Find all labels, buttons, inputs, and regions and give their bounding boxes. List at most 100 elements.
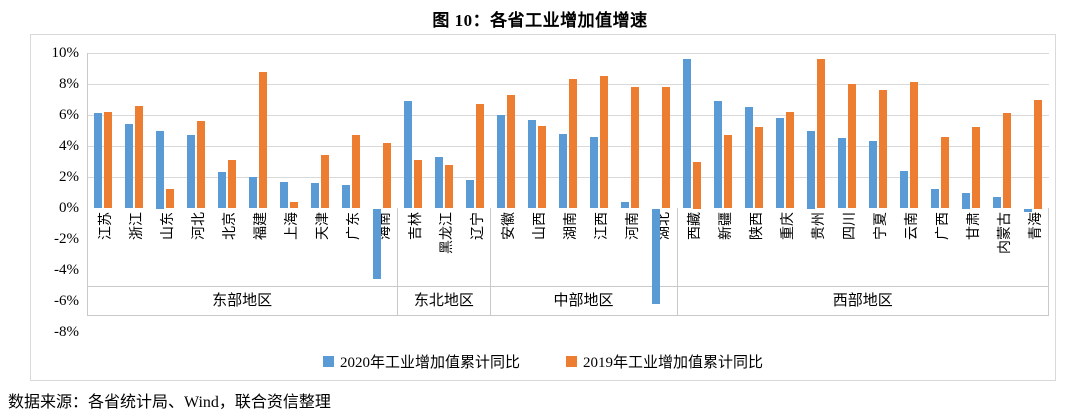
- bar-2019年-广西: [941, 136, 949, 208]
- x-label-新疆: 新疆: [708, 208, 739, 286]
- x-label-text-青海: 青海: [1029, 212, 1045, 240]
- bar-2020年-新疆: [714, 101, 722, 209]
- bar-2020年-四川: [838, 138, 846, 209]
- x-label-text-广西: 广西: [936, 212, 952, 240]
- bar-2019年-山东: [166, 189, 174, 209]
- y-tick-0%: 0%: [59, 200, 79, 216]
- bar-2019年-福建: [259, 71, 267, 208]
- x-label-text-江苏: 江苏: [98, 212, 114, 240]
- chart-title: 图 10：各省工业增加值增速: [432, 11, 648, 30]
- data-source-note: 数据来源：各省统计局、Wind，联合资信整理: [8, 394, 331, 411]
- x-label-海南: 海南: [366, 208, 397, 286]
- bar-2020年-辽宁: [466, 180, 474, 209]
- x-label-山东: 山东: [149, 208, 180, 286]
- x-label-江苏: 江苏: [87, 208, 118, 286]
- bar-2019年-北京: [228, 159, 236, 208]
- x-label-text-山东: 山东: [160, 212, 176, 240]
- x-label-广西: 广西: [925, 208, 956, 286]
- x-label-天津: 天津: [304, 208, 335, 286]
- x-label-text-安徽: 安徽: [501, 212, 517, 240]
- x-label-青海: 青海: [1018, 208, 1049, 286]
- x-label-陕西: 陕西: [739, 208, 770, 286]
- region-label-西部地区: 西部地区: [832, 293, 893, 309]
- x-label-河南: 河南: [615, 208, 646, 286]
- bar-2020年-福建: [249, 177, 257, 208]
- bar-2019年-辽宁: [476, 104, 484, 209]
- x-label-text-上海: 上海: [284, 212, 300, 240]
- bar-2019年-新疆: [724, 135, 732, 209]
- bar-2020年-吉林: [404, 101, 412, 209]
- bar-2019年-陕西: [755, 127, 763, 209]
- gridline-6%: [87, 115, 1049, 116]
- bar-2019年-西藏: [693, 161, 701, 209]
- bar-2020年-黑龙江: [435, 156, 443, 208]
- gridline-10%: [87, 53, 1049, 54]
- x-label-安徽: 安徽: [490, 208, 521, 286]
- chart-legend: 2020年工业增加值累计同比 2019年工业增加值累计同比: [31, 351, 1055, 372]
- x-label-text-浙江: 浙江: [129, 212, 145, 240]
- bar-2019年-天津: [321, 155, 329, 209]
- bar-2020年-甘肃: [962, 192, 970, 209]
- gridline-8%: [87, 84, 1049, 85]
- y-tick--2%: -2%: [54, 231, 79, 247]
- bar-2020年-江苏: [94, 113, 102, 209]
- bar-2019年-宁夏: [879, 90, 887, 209]
- x-label-黑龙江: 黑龙江: [428, 208, 459, 286]
- bar-2020年-天津: [311, 183, 319, 209]
- x-label-广东: 广东: [335, 208, 366, 286]
- x-label-text-广东: 广东: [346, 212, 362, 240]
- bar-2019年-贵州: [817, 59, 825, 209]
- bar-2020年-湖南: [559, 133, 567, 208]
- x-label-text-黑龙江: 黑龙江: [439, 212, 455, 254]
- y-tick-2%: 2%: [59, 169, 79, 185]
- bar-2019年-黑龙江: [445, 164, 453, 208]
- x-label-text-北京: 北京: [222, 212, 238, 240]
- x-label-湖北: 湖北: [646, 208, 677, 286]
- bar-2019年-青海: [1034, 99, 1042, 209]
- bar-2020年-西藏: [683, 59, 691, 209]
- bar-2020年-山西: [528, 119, 536, 208]
- bar-2020年-北京: [218, 172, 226, 209]
- bar-2019年-广东: [352, 135, 360, 209]
- region-separator: [490, 208, 491, 316]
- bar-2019年-四川: [848, 84, 856, 208]
- bar-2020年-陕西: [745, 107, 753, 209]
- x-label-text-辽宁: 辽宁: [470, 212, 486, 240]
- bar-2019年-河南: [631, 87, 639, 209]
- bar-2020年-河北: [187, 135, 195, 209]
- bar-2020年-重庆: [776, 118, 784, 209]
- x-axis-band: 江苏 浙江 山东 河北 北京 福建 上海 天津 广东 海南 吉林 黑龙江 辽宁 安徽 山西 湖南 江西 河南 湖北西…: [87, 208, 1049, 316]
- y-tick--8%: -8%: [54, 324, 79, 340]
- region-separator: [87, 208, 88, 316]
- region-label-东部地区: 东部地区: [212, 293, 273, 309]
- region-separator: [397, 208, 398, 316]
- bar-2020年-山东: [156, 130, 164, 209]
- gridline-4%: [87, 146, 1049, 147]
- bar-2020年-浙江: [125, 124, 133, 209]
- x-label-上海: 上海: [273, 208, 304, 286]
- bar-2019年-江苏: [104, 111, 112, 208]
- y-tick-10%: 10%: [51, 45, 80, 61]
- legend-swatch-2019: [566, 356, 577, 367]
- bar-2019年-湖南: [569, 79, 577, 209]
- bar-2019年-江西: [600, 76, 608, 209]
- x-label-text-河南: 河南: [626, 212, 642, 240]
- y-tick-6%: 6%: [59, 107, 79, 123]
- bar-2019年-上海: [290, 201, 298, 208]
- bar-2019年-吉林: [414, 159, 422, 208]
- legend-item-2020: 2020年工业增加值累计同比: [322, 351, 520, 372]
- x-label-贵州: 贵州: [801, 208, 832, 286]
- region-separator: [1048, 208, 1049, 316]
- bar-2019年-甘肃: [972, 127, 980, 209]
- x-label-text-江西: 江西: [595, 212, 611, 240]
- plot-area: 江苏 浙江 山东 河北 北京 福建 上海 天津 广东 海南 吉林 黑龙江 辽宁 安徽 山西 湖南 江西 河南 湖北西…: [87, 35, 1049, 340]
- bar-2019年-山西: [538, 125, 546, 208]
- x-label-text-山西: 山西: [532, 212, 548, 240]
- x-label-text-西藏: 西藏: [688, 212, 704, 240]
- x-label-text-河北: 河北: [191, 212, 207, 240]
- region-label-中部地区: 中部地区: [553, 293, 614, 309]
- y-tick-8%: 8%: [59, 76, 79, 92]
- legend-label-2019: 2019年工业增加值累计同比: [583, 355, 764, 371]
- x-label-text-湖南: 湖南: [563, 212, 579, 240]
- bar-2020年-江西: [590, 136, 598, 208]
